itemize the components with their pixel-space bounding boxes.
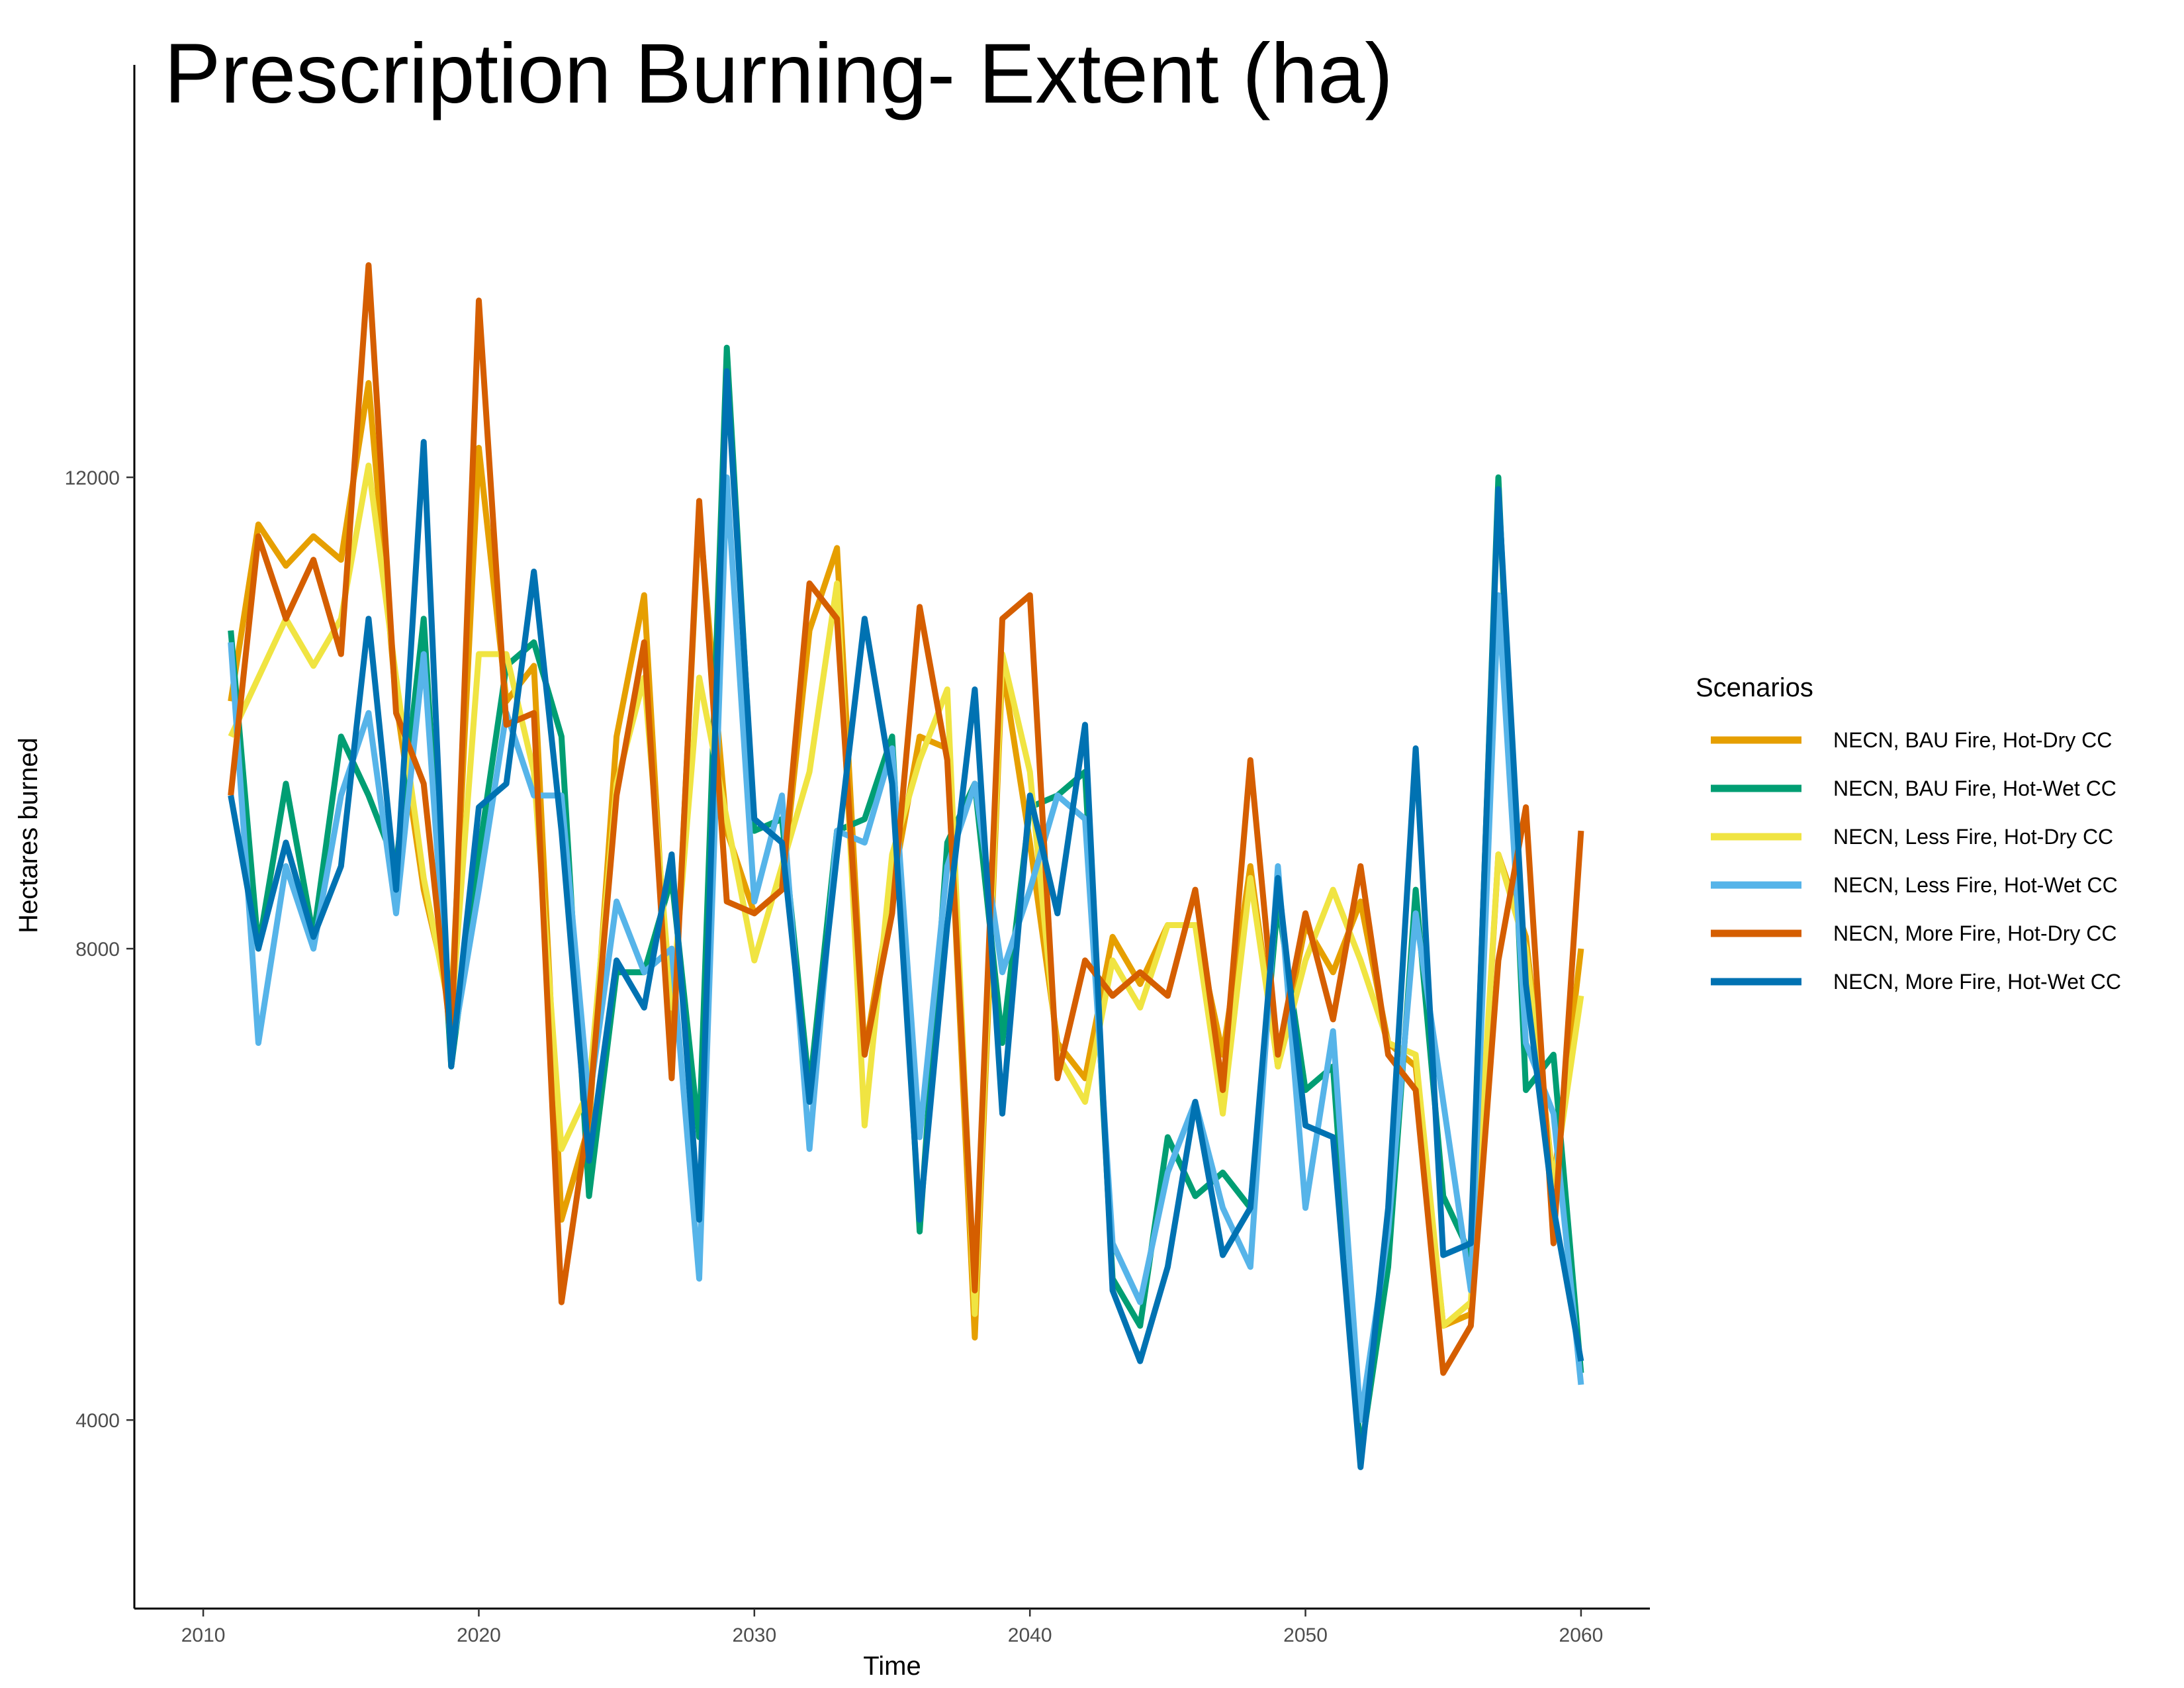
x-tick-label-2040: 2040: [1008, 1624, 1052, 1646]
x-tick-label-2010: 2010: [181, 1624, 226, 1646]
legend-label-5: NECN, More Fire, Hot-Dry CC: [1833, 921, 2116, 945]
legend: Scenarios NECN, BAU Fire, Hot-Dry CC NECN…: [1696, 673, 2121, 994]
legend-title: Scenarios: [1696, 673, 1813, 702]
y-tick-label-8000: 8000: [75, 939, 120, 961]
y-axis-title: Hectares burned: [14, 737, 43, 933]
legend-label-4: NECN, Less Fire, Hot-Wet CC: [1833, 873, 2118, 897]
x-tick-label-2050: 2050: [1283, 1624, 1328, 1646]
y-tick-label-4000: 4000: [75, 1410, 120, 1432]
x-tick-label-2030: 2030: [732, 1624, 776, 1646]
legend-label-6: NECN, More Fire, Hot-Wet CC: [1833, 970, 2121, 994]
x-axis-title: Time: [863, 1652, 921, 1681]
y-tick-label-12000: 12000: [65, 467, 120, 489]
y-axis-ticks: 4000 8000 12000: [65, 467, 134, 1432]
plot-series-group: [228, 262, 1584, 1470]
legend-label-1: NECN, BAU Fire, Hot-Dry CC: [1833, 728, 2112, 752]
x-axis-ticks: 2010 2020 2030 2040 2050 2060: [181, 1609, 1604, 1646]
legend-label-3: NECN, Less Fire, Hot-Dry CC: [1833, 825, 2113, 849]
chart-title: Prescription Burning- Extent (ha): [164, 26, 1393, 121]
series-line-6: [228, 368, 1584, 1470]
x-tick-label-2020: 2020: [457, 1624, 501, 1646]
x-tick-label-2060: 2060: [1559, 1624, 1604, 1646]
legend-label-2: NECN, BAU Fire, Hot-Wet CC: [1833, 776, 2116, 800]
series-line-5: [228, 262, 1584, 1376]
